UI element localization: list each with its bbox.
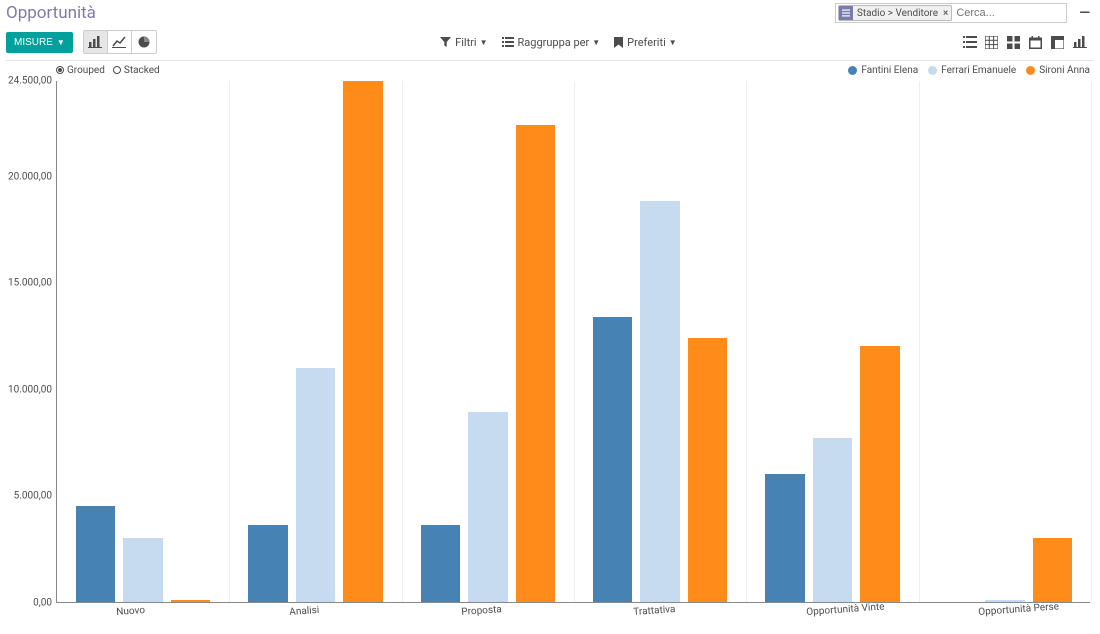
gridline [229,81,230,602]
view-pivot-button[interactable] [1048,32,1068,52]
bar[interactable] [421,525,460,602]
groupby-label: Raggruppa per [518,36,590,49]
bar[interactable] [813,438,852,602]
bar[interactable] [171,600,210,602]
chart-area: 0,005.000,0010.000,0015.000,0020.000,002… [10,81,1090,633]
view-switcher [960,32,1090,52]
search-container: Stadio > Venditore × — [835,3,1090,23]
y-tick-label: 15.000,00 [8,278,52,289]
group-icon [502,37,514,47]
gridline [402,81,403,602]
legend-item[interactable]: Ferrari Emanuele [928,65,1016,76]
bar[interactable] [76,506,115,602]
list-icon [839,6,853,20]
radio-filled-icon [56,66,64,74]
mode-stacked[interactable]: Stacked [113,65,160,76]
x-tick-label: Nuovo [116,605,145,618]
radio-empty-icon [113,66,121,74]
caret-down-icon: ▼ [669,38,677,47]
search-chips: Stadio > Venditore × [835,3,1067,23]
search-input[interactable] [954,4,1064,22]
bar[interactable] [985,600,1024,602]
bar[interactable] [765,474,804,602]
page-title: Opportunità [6,3,96,23]
measures-button[interactable]: MISURE ▼ [6,32,73,53]
caret-down-icon: ▼ [480,38,488,47]
collapse-icon[interactable]: — [1079,5,1090,21]
y-tick-label: 24.500,00 [8,76,52,87]
x-tick-label: Opportunità Perse [978,601,1059,618]
mode-grouped-label: Grouped [67,65,105,76]
mode-stacked-label: Stacked [124,65,160,76]
line-chart-button[interactable] [108,31,132,53]
legend-dot-icon [1026,66,1035,75]
bar[interactable] [296,368,335,602]
x-tick-label: Trattativa [633,604,676,618]
filter-chip-label: Stadio > Venditore [855,8,940,19]
view-kanban-button[interactable] [1004,32,1024,52]
legend-item[interactable]: Fantini Elena [848,65,918,76]
legend-dot-icon [928,66,937,75]
gridline [746,81,747,602]
bar[interactable] [123,538,162,602]
y-tick-label: 5.000,00 [14,491,52,502]
bar[interactable] [640,201,679,602]
y-axis: 0,005.000,0010.000,0015.000,0020.000,002… [10,81,56,603]
gridline [574,81,575,602]
funnel-icon [440,37,451,48]
bar[interactable] [248,525,287,602]
caret-down-icon: ▼ [57,38,65,47]
mode-grouped[interactable]: Grouped [56,65,105,76]
bar[interactable] [860,346,899,602]
bar[interactable] [516,125,555,602]
filter-chip-stadio-venditore[interactable]: Stadio > Venditore × [838,5,952,21]
groupby-dropdown[interactable]: Raggruppa per ▼ [502,36,601,49]
x-tick-label: Analisi [289,605,320,618]
bar[interactable] [688,338,727,602]
bar-chart-button[interactable] [84,31,108,53]
y-tick-label: 10.000,00 [8,384,52,395]
x-axis: Nuovo Analisi Proposta Trattativa Opportunit… [56,603,1090,633]
y-tick-label: 20.000,00 [8,171,52,182]
chart-type-group [83,30,157,54]
legend-label: Ferrari Emanuele [941,65,1016,76]
legend-item[interactable]: Sironi Anna [1026,65,1090,76]
gridline [1091,81,1092,602]
view-calendar-button[interactable] [1026,32,1046,52]
x-tick-label: Opportunità Vinte [806,602,885,618]
view-grid-button[interactable] [982,32,1002,52]
bar[interactable] [593,317,632,603]
measures-label: MISURE [14,37,53,48]
filters-label: Filtri [455,36,476,49]
filters-dropdown[interactable]: Filtri ▼ [440,36,487,49]
plot-area [56,81,1090,603]
favorites-label: Preferiti [627,36,666,49]
gridline [919,81,920,602]
chart-legend: Fantini Elena Ferrari Emanuele Sironi Anna [848,65,1090,76]
y-tick-label: 0,00 [33,598,52,609]
legend-label: Sironi Anna [1039,65,1090,76]
bookmark-icon [614,37,623,48]
pie-chart-button[interactable] [132,31,156,53]
caret-down-icon: ▼ [592,38,600,47]
bar[interactable] [1033,538,1072,602]
filter-chip-close[interactable]: × [940,8,951,19]
x-tick-label: Proposta [461,604,502,618]
favorites-dropdown[interactable]: Preferiti ▼ [614,36,677,49]
bar[interactable] [343,81,382,602]
view-graph-button[interactable] [1070,32,1090,52]
legend-dot-icon [848,66,857,75]
bar[interactable] [468,412,507,602]
legend-label: Fantini Elena [861,65,918,76]
view-list-button[interactable] [960,32,980,52]
chart-mode-toggle: Grouped Stacked [56,65,160,76]
